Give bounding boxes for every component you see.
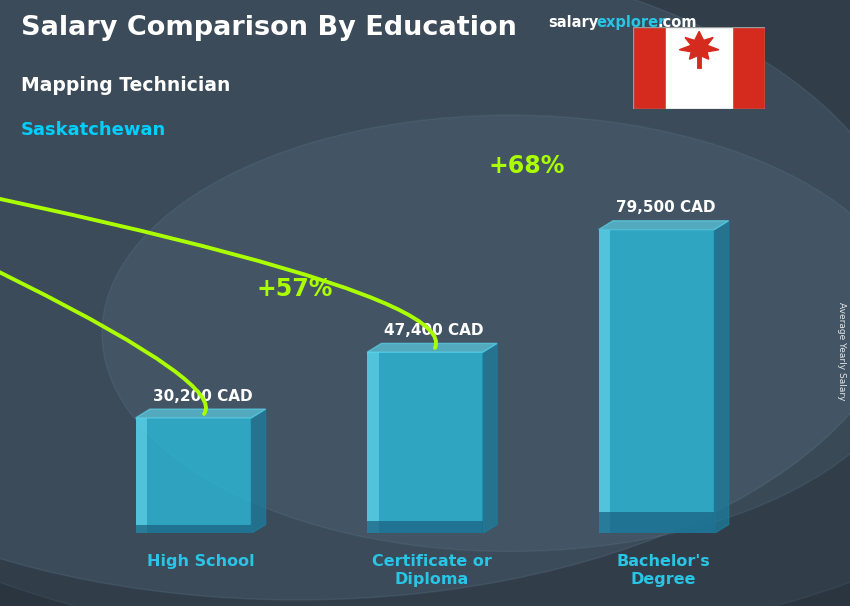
Text: 30,200 CAD: 30,200 CAD <box>152 389 252 404</box>
Text: High School: High School <box>147 554 254 570</box>
Bar <box>136 525 252 533</box>
Polygon shape <box>483 344 497 533</box>
Polygon shape <box>598 221 728 230</box>
Text: 47,400 CAD: 47,400 CAD <box>384 323 484 338</box>
Text: +68%: +68% <box>489 155 564 178</box>
Bar <box>136 418 147 533</box>
FancyBboxPatch shape <box>598 230 714 533</box>
Text: Average Yearly Salary: Average Yearly Salary <box>836 302 846 401</box>
Text: explorer: explorer <box>597 15 666 30</box>
Bar <box>598 512 714 533</box>
Text: Salary Comparison By Education: Salary Comparison By Education <box>21 15 517 41</box>
Polygon shape <box>252 409 265 533</box>
Polygon shape <box>367 344 497 352</box>
Text: Certificate or
Diploma: Certificate or Diploma <box>372 554 492 587</box>
Bar <box>367 352 379 533</box>
FancyBboxPatch shape <box>136 418 252 533</box>
Text: Bachelor's
Degree: Bachelor's Degree <box>617 554 711 587</box>
Text: salary: salary <box>548 15 598 30</box>
Bar <box>732 27 765 109</box>
FancyBboxPatch shape <box>367 352 483 533</box>
Polygon shape <box>679 32 719 59</box>
Text: +57%: +57% <box>257 277 333 301</box>
Polygon shape <box>714 221 728 533</box>
Ellipse shape <box>102 115 850 551</box>
Text: 79,500 CAD: 79,500 CAD <box>615 201 715 216</box>
Polygon shape <box>136 409 265 418</box>
Bar <box>666 27 732 109</box>
Bar <box>367 521 483 533</box>
Text: .com: .com <box>658 15 697 30</box>
Text: Saskatchewan: Saskatchewan <box>21 121 167 139</box>
Text: Mapping Technician: Mapping Technician <box>21 76 230 95</box>
Bar <box>633 27 666 109</box>
Bar <box>598 230 610 533</box>
